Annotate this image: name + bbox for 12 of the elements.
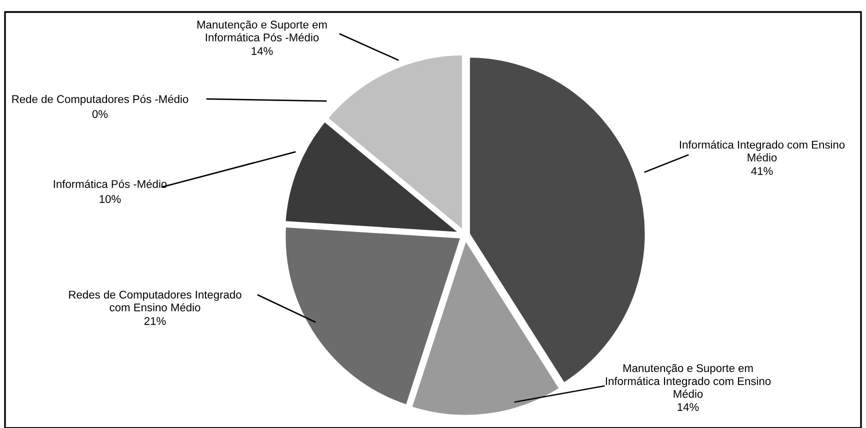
text: 0% — [92, 110, 108, 118]
slice-label: Manutenção e Suporte em Informática Pós -Médio — [197, 20, 327, 42]
slice-label: Redes de Computadores Integrado com Ensino Médio — [69, 290, 242, 312]
data-label: 21% — [144, 317, 166, 325]
data-label: 14% — [252, 47, 273, 55]
data-label: 14% — [678, 403, 699, 411]
category-label: Rede de Computadores Pós -Médio — [12, 94, 188, 106]
slice-label: Informática Pós -Médio — [54, 180, 167, 188]
data-label: 41% — [751, 167, 773, 175]
slice-label: Manutenção e Suporte em Informática Integrado com Ensino Médio — [606, 364, 771, 398]
data-label: 10% — [100, 195, 121, 203]
slice-label: Informática Integrado com Ensino Médio — [680, 140, 845, 162]
